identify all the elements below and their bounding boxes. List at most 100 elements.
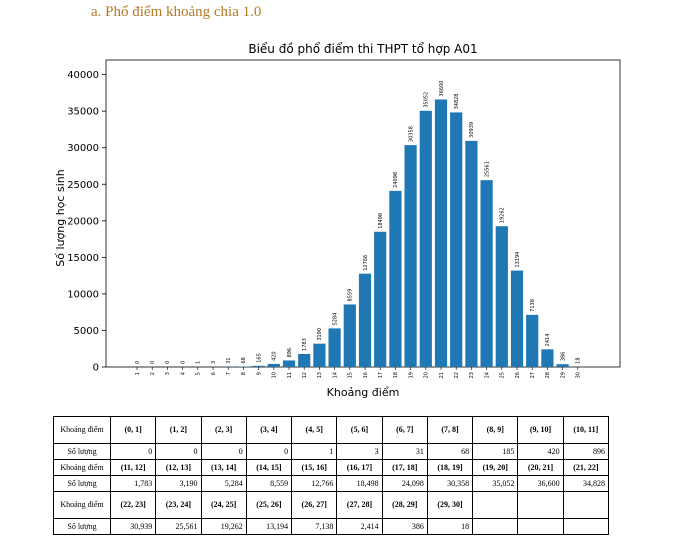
bar-value-label: 19262 (500, 207, 506, 223)
x-tick-label: 12 (302, 372, 308, 378)
x-tick-label: 24 (484, 372, 490, 378)
bar-18 (389, 190, 402, 367)
bar-12 (298, 353, 311, 367)
bar-value-label: 34828 (454, 94, 460, 110)
x-tick-label: 29 (560, 372, 566, 378)
table-range-row: Khoảng điểm (0, 1] (1, 2] (2, 3] (3, 4] (4, 5… (53, 416, 610, 444)
range-cell: (14, 15] (245, 459, 293, 476)
x-tick-label: 9 (256, 372, 262, 375)
table-count-row: Số lượng 1,783 3,190 5,284 8,559 12,766 18,498… (53, 475, 610, 492)
table-count-row: Số lượng 0 0 0 0 1 3 31 68 185 420 896 (53, 443, 610, 460)
count-cell: 24,098 (381, 475, 428, 492)
count-cell: 1,783 (109, 475, 157, 492)
range-cell (517, 491, 564, 519)
bar-value-label: 3190 (317, 328, 323, 341)
x-tick-label: 7 (226, 372, 232, 375)
range-cell: (1, 2] (155, 416, 202, 444)
x-tick-label: 27 (530, 372, 536, 378)
range-cell: (2, 3] (200, 416, 247, 444)
x-tick-label: 23 (469, 372, 475, 378)
count-cell (517, 518, 564, 535)
range-cell: (7, 8] (426, 416, 474, 444)
range-cell: (10, 11] (562, 416, 610, 444)
count-cell: 5,284 (200, 475, 247, 492)
count-cell: 19,262 (200, 518, 247, 535)
x-tick-label: 11 (287, 372, 293, 378)
x-tick-label: 20 (424, 372, 430, 378)
count-cell: 25,561 (155, 518, 202, 535)
range-row-label: Khoảng điểm (53, 459, 111, 476)
range-cell: (17, 18] (381, 459, 428, 476)
range-cell: (20, 21] (517, 459, 564, 476)
bar-23 (465, 140, 478, 367)
y-tick-label: 35000 (67, 107, 99, 118)
x-tick-label: 14 (332, 372, 338, 378)
count-cell: 3,190 (155, 475, 202, 492)
table-count-row: Số lượng 30,939 25,561 19,262 13,194 7,138 2,4… (53, 518, 610, 535)
y-axis-label: Số lượng học sinh (54, 169, 67, 266)
x-tick-label: 5 (196, 372, 202, 375)
section-heading: a. Phổ điểm khoảng chia 1.0 (91, 4, 262, 20)
bar-value-label: 31 (226, 357, 232, 363)
range-cell: (6, 7] (381, 416, 428, 444)
range-cell: (15, 16] (291, 459, 338, 476)
range-cell: (25, 26] (245, 491, 293, 519)
range-cell: (16, 17] (336, 459, 383, 476)
y-tick-label: 25000 (67, 180, 99, 191)
bar-value-label: 1783 (302, 338, 308, 351)
y-tick-label: 30000 (67, 143, 99, 154)
range-cell: (21, 22] (562, 459, 610, 476)
bar-value-label: 8559 (348, 289, 354, 302)
x-tick-label: 1 (135, 372, 141, 375)
range-cell: (28, 29] (381, 491, 428, 519)
range-cell: (8, 9] (472, 416, 519, 444)
count-cell: 0 (200, 443, 247, 460)
range-cell: (23, 24] (155, 491, 202, 519)
x-tick-label: 30 (576, 372, 582, 378)
range-cell: (18, 19] (426, 459, 474, 476)
y-tick-label: 15000 (67, 253, 99, 264)
bar-14 (328, 328, 341, 367)
range-cell: (4, 5] (291, 416, 338, 444)
count-cell: 0 (109, 443, 157, 460)
bar-13 (313, 343, 326, 367)
bar-value-label: 165 (256, 353, 262, 363)
plot-area: 0500010000150002000025000300003500040000… (67, 59, 621, 378)
count-cell: 18,498 (336, 475, 383, 492)
x-axis-label: Khoảng điểm (327, 386, 400, 399)
x-tick-label: 21 (439, 372, 445, 378)
bar-value-label: 3 (211, 361, 217, 364)
x-tick-label: 25 (500, 372, 506, 378)
count-cell: 2,414 (336, 518, 383, 535)
bar-value-label: 7138 (530, 299, 536, 312)
range-cell: (27, 28] (336, 491, 383, 519)
bar-9 (252, 365, 265, 367)
score-distribution-chart: Biểu đồ phổ điểm thi THPT tổ hợp A01 Số … (54, 42, 621, 399)
count-cell: 1 (291, 443, 338, 460)
x-tick-label: 16 (363, 372, 369, 378)
bar-value-label: 5284 (332, 313, 338, 326)
y-tick-label: 0 (93, 363, 99, 374)
range-row-label: Khoảng điểm (53, 416, 111, 444)
bar-26 (510, 270, 524, 367)
y-tick-label: 40000 (67, 70, 99, 81)
count-cell: 18 (426, 518, 474, 535)
count-cell: 12,766 (291, 475, 338, 492)
x-tick-label: 2 (150, 372, 156, 375)
bar-value-label: 13194 (515, 252, 521, 268)
count-cell: 34,828 (562, 475, 610, 492)
table-range-row: Khoảng điểm (11, 12] (12, 13] (13, 14] (14, … (53, 459, 610, 476)
y-tick-label: 5000 (74, 326, 99, 337)
count-row-label: Số lượng (53, 518, 111, 535)
count-cell: 30,939 (109, 518, 157, 535)
count-cell: 35,052 (472, 475, 519, 492)
bar-value-label: 12766 (363, 255, 369, 271)
count-cell: 0 (245, 443, 293, 460)
bar-15 (343, 304, 356, 367)
bar-19 (404, 145, 417, 367)
x-tick-label: 26 (515, 372, 521, 378)
bar-value-label: 0 (180, 361, 186, 364)
x-tick-label: 17 (378, 372, 384, 378)
x-tick-label: 3 (165, 372, 171, 375)
bar-25 (495, 226, 508, 367)
